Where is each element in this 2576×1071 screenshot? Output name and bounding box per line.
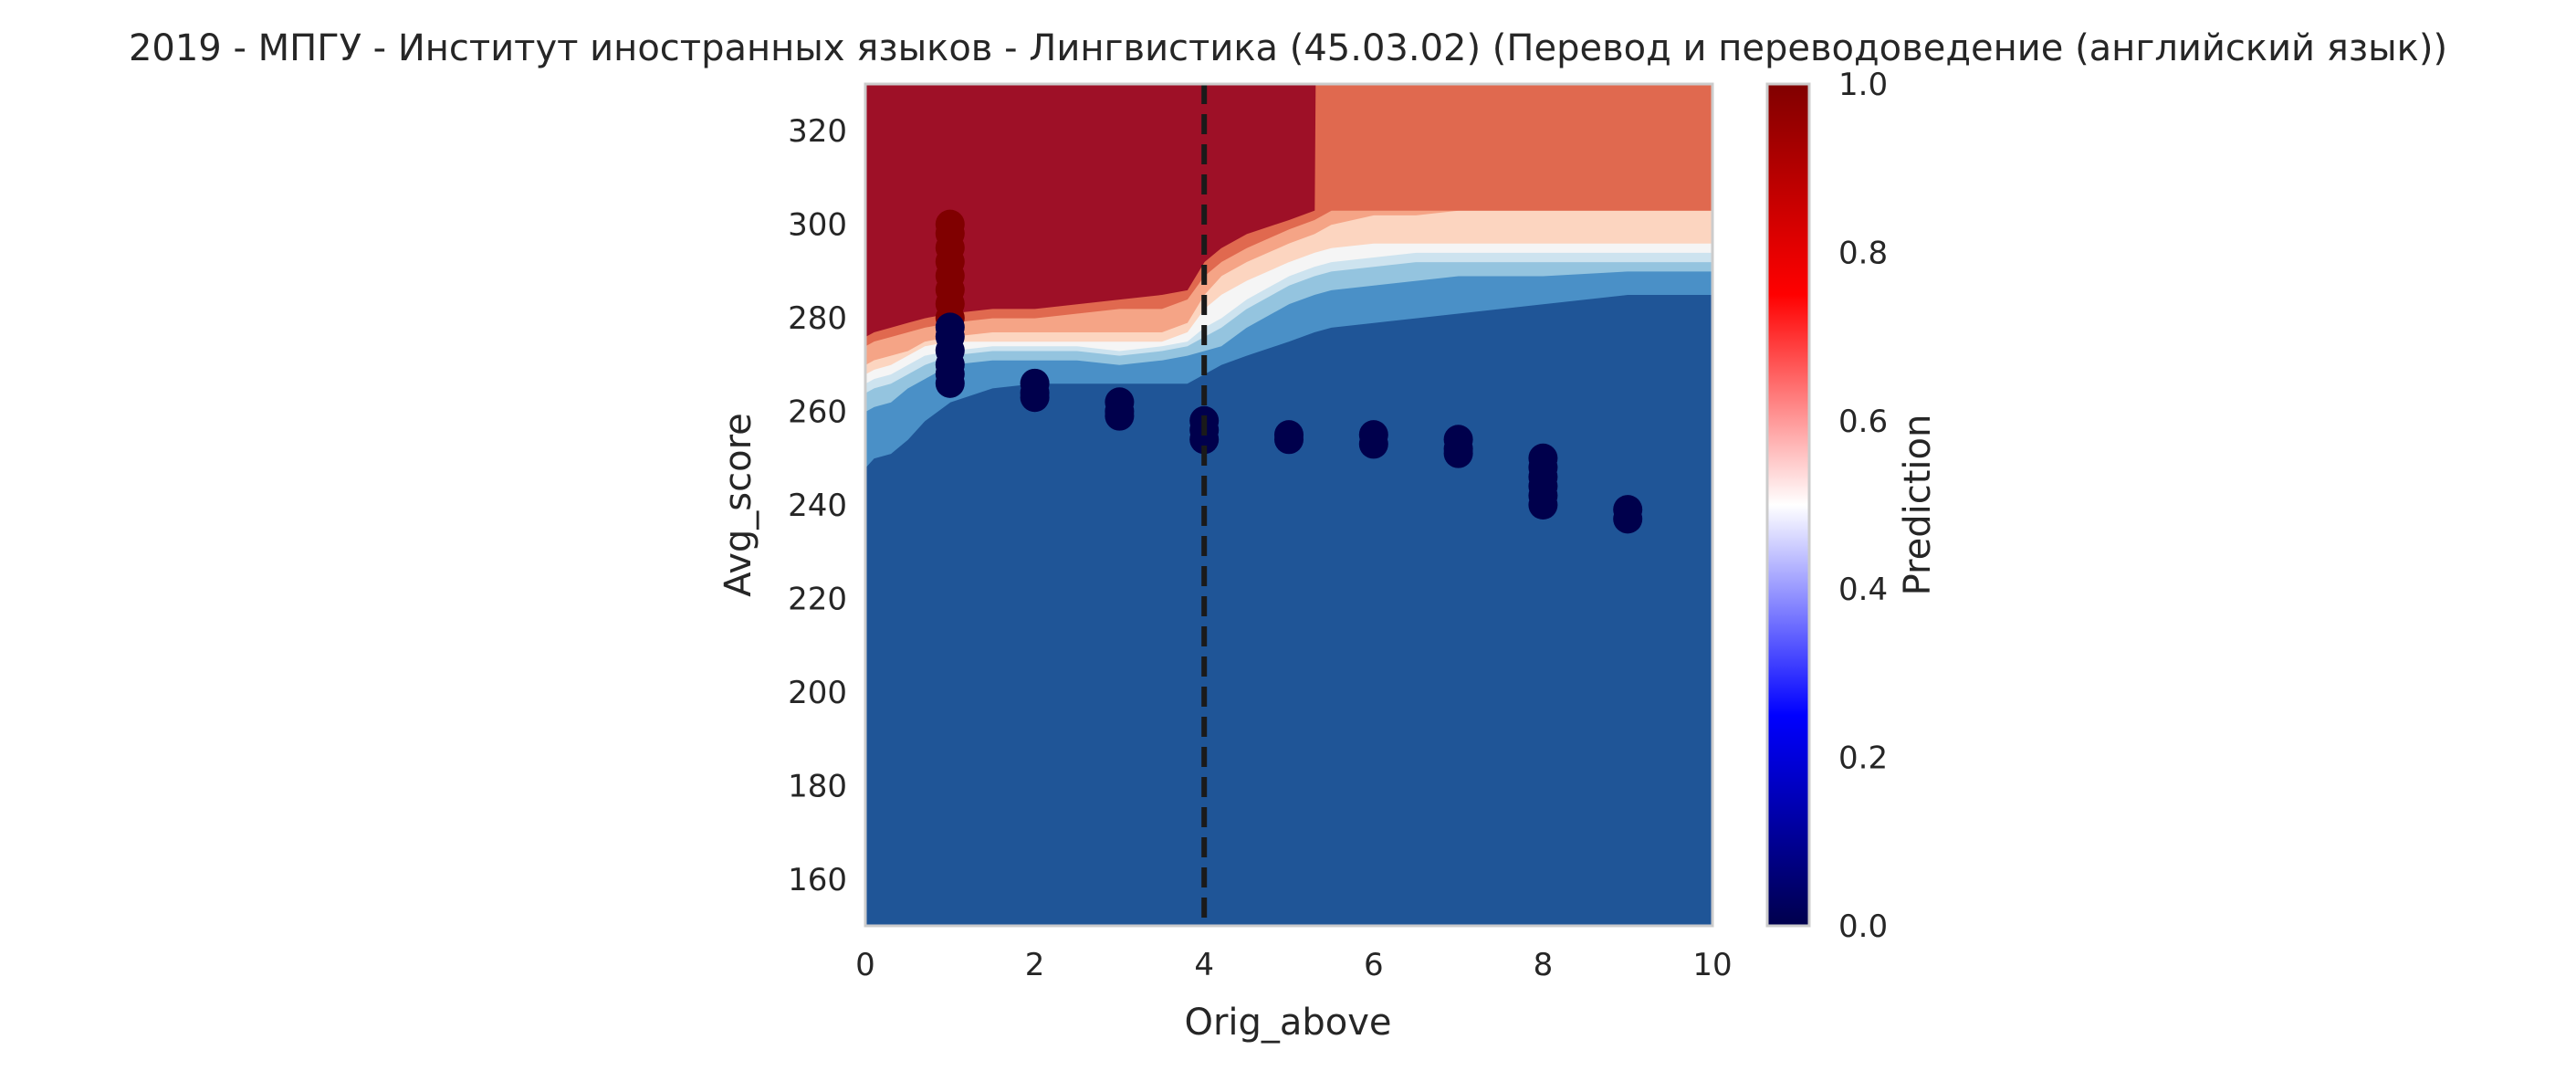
x-tick-label: 2	[1025, 947, 1045, 983]
scatter-point	[1613, 504, 1643, 534]
x-axis-label: Orig_above	[1184, 1002, 1391, 1044]
y-tick-label: 320	[788, 113, 847, 150]
y-axis-label: Avg_score	[717, 413, 759, 597]
scatter-point	[1105, 401, 1135, 431]
plot-frame	[864, 82, 1714, 928]
y-tick-label: 160	[788, 862, 847, 898]
colorbar-tick-label: 0.4	[1838, 572, 1888, 608]
plot-area	[864, 82, 1714, 928]
y-tick-label: 200	[788, 675, 847, 711]
x-tick-label: 10	[1692, 947, 1732, 983]
y-tick-label: 280	[788, 300, 847, 337]
chart-title: 2019 - МПГУ - Институт иностранных языко…	[129, 27, 2447, 69]
colorbar-tick-label: 0.0	[1838, 908, 1888, 945]
colorbar-tick-label: 0.8	[1838, 235, 1888, 271]
y-tick-label: 260	[788, 394, 847, 431]
y-tick-label: 300	[788, 207, 847, 244]
y-tick-label: 240	[788, 488, 847, 524]
scatter-point	[1274, 425, 1304, 455]
scatter-point	[1443, 438, 1473, 468]
x-tick-label: 4	[1194, 947, 1214, 983]
colorbar-tick-label: 0.2	[1838, 740, 1888, 777]
contour-band	[864, 294, 1713, 927]
scatter-point	[1528, 490, 1558, 520]
y-tick-label: 220	[788, 581, 847, 617]
colorbar-tick-label: 0.6	[1838, 404, 1888, 440]
colorbar: 0.0 0.2 0.4 0.6 0.8 1.0 Prediction	[1765, 67, 1939, 945]
colorbar-gradient	[1765, 82, 1811, 928]
x-tick-label: 6	[1364, 947, 1384, 983]
x-tick-label: 8	[1534, 947, 1554, 983]
y-tick-label: 180	[788, 768, 847, 804]
colorbar-label: Prediction	[1897, 415, 1939, 596]
scatter-point	[1020, 383, 1050, 413]
x-tick-label: 0	[855, 947, 875, 983]
scatter-point	[1358, 429, 1388, 459]
colorbar-tick-label: 1.0	[1838, 67, 1888, 103]
scatter-point	[935, 368, 965, 398]
scatter-point	[1189, 425, 1220, 455]
